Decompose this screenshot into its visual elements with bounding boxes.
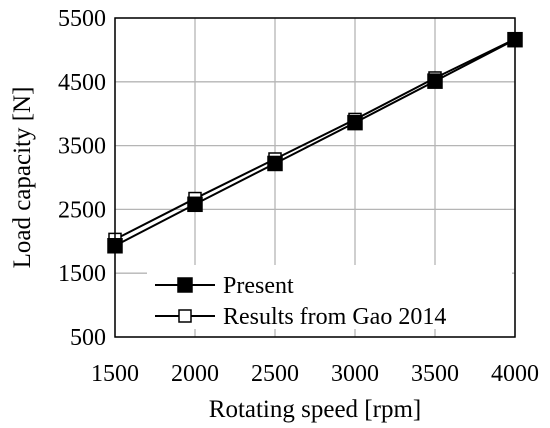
series-line-gao-2014 — [114, 38, 516, 241]
legend-marker-present — [177, 277, 193, 293]
y-tick-label: 1500 — [58, 261, 106, 287]
x-tick-label: 3500 — [411, 361, 459, 387]
legend-label-present: Present — [223, 273, 294, 299]
x-tick-label: 4000 — [491, 361, 539, 387]
y-tick-label: 3500 — [58, 134, 106, 160]
y-tick-label: 4500 — [58, 70, 106, 96]
data-point-present — [427, 73, 443, 89]
plot-frame — [114, 17, 516, 338]
y-tick-label: 500 — [70, 325, 106, 351]
data-point-present — [187, 196, 203, 213]
legend: Present Results from Gao 2014 — [147, 265, 512, 330]
legend-marker-gao-2014 — [178, 309, 192, 323]
x-tick-label: 2000 — [171, 361, 219, 387]
legend-entry-present: Present — [155, 273, 294, 299]
legend-entry-gao-2014: Results from Gao 2014 — [155, 304, 446, 330]
data-point-present — [267, 155, 283, 172]
x-tick-label: 3000 — [331, 361, 379, 387]
data-point-present — [347, 114, 363, 131]
series-line-present — [114, 38, 516, 247]
legend-label-gao-2014: Results from Gao 2014 — [223, 304, 446, 330]
y-tick-label: 5500 — [58, 6, 106, 32]
tick-labels: 500 1500 2500 3500 4500 5500 1500 2000 2500 3000 3… — [58, 6, 539, 387]
x-axis-label: Rotating speed [rpm] — [209, 396, 421, 423]
y-tick-label: 2500 — [58, 197, 106, 223]
legend-background — [147, 265, 512, 329]
x-tick-label: 1500 — [91, 361, 139, 387]
x-tick-label: 2500 — [251, 361, 299, 387]
series-group — [107, 31, 523, 254]
y-axis-label: Load capacity [N] — [9, 87, 36, 269]
